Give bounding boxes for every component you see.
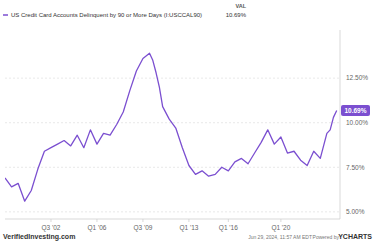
value-badge [341,105,370,116]
y-tick-label: 12.50% [346,74,368,81]
x-tick [188,219,189,222]
x-tick-label: Q1 '16 [219,224,238,232]
x-tick [142,219,143,222]
grid-line [5,78,340,79]
x-tick [50,219,51,222]
legend-background [0,0,250,22]
x-tick-label: Q3 '02 [42,224,61,232]
legend-header: VAL [235,3,246,9]
source: VerifiedInvesting.com [3,233,75,241]
x-tick-label: Q1 '06 [87,224,106,232]
plot-area [5,53,337,201]
legend: VAL US Credit Card Accounts Delinquent by… [0,0,250,22]
x-tick [228,219,229,222]
background [0,0,375,242]
y-tick-label: 5.00% [346,208,365,215]
y-tick-label: 10.00% [346,119,368,126]
x-tick-label: Q3 '09 [133,224,152,232]
legend-value: 10.69% [226,12,247,18]
x-tick [96,219,97,222]
grid-line [5,167,340,168]
value-badge-text: 10.69% [344,107,366,114]
legend-label: US Credit Card Accounts Delinquent by 90… [11,12,202,18]
x-tick-label: Q1 '20 [271,224,290,232]
legend-swatch [3,14,8,16]
x-tick [280,219,281,222]
series-line [5,53,337,201]
footer-date: Jun 29, 2024, 11:57 AM EDT [248,234,312,240]
logo: YCHARTS [338,233,372,240]
chart: 5.00% 7.50% 10.00% 12.50% Q3 '02 Q1 '06 Q3 '09… [0,0,375,242]
x-axis-line [5,219,340,220]
y-axis-line [340,30,341,219]
powered-by: Powered by [313,234,340,240]
grid-line [5,211,340,212]
x-tick-label: Q1 '13 [179,224,198,232]
y-tick-label: 7.50% [346,164,365,171]
